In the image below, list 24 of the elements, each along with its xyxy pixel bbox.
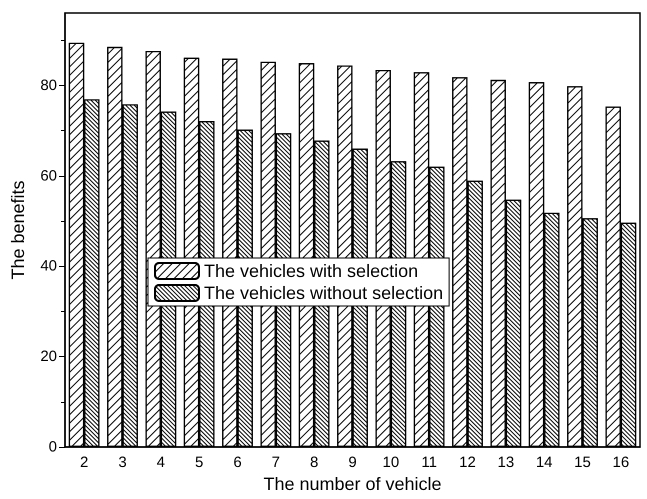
legend-label: The vehicles without selection <box>204 283 444 303</box>
x-tick-label: 14 <box>536 454 553 471</box>
y-tick-label: 60 <box>40 167 57 184</box>
x-tick-label: 10 <box>382 454 400 471</box>
y-tick-label: 20 <box>40 348 57 366</box>
x-tick-label: 5 <box>194 454 204 471</box>
x-tick-label: 6 <box>233 454 242 471</box>
legend-label: The vehicles with selection <box>204 261 418 281</box>
y-axis-title: The benefits <box>8 180 28 280</box>
y-tick-label: 0 <box>48 438 57 456</box>
y-tick-label: 80 <box>40 76 57 94</box>
x-axis-title: The number of vehicle <box>263 474 442 494</box>
x-tick-label: 4 <box>156 454 166 471</box>
x-tick-label: 3 <box>118 454 127 471</box>
x-tick-label: 15 <box>574 454 591 471</box>
x-tick-label: 12 <box>459 454 476 471</box>
x-tick-label: 9 <box>348 454 357 471</box>
x-tick-label: 11 <box>421 454 437 471</box>
y-tick-label: 40 <box>40 258 57 275</box>
x-tick-label: 2 <box>80 454 88 471</box>
x-tick-label: 8 <box>310 454 318 471</box>
x-tick-label: 16 <box>612 454 630 471</box>
x-tick-label: 7 <box>272 454 280 471</box>
x-tick-label: 13 <box>497 454 514 471</box>
